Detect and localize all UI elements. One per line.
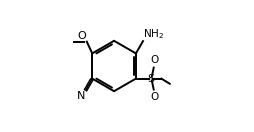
Text: NH$_2$: NH$_2$ <box>144 27 165 41</box>
Text: O: O <box>77 31 86 41</box>
Text: N: N <box>77 91 85 101</box>
Text: S: S <box>147 74 154 84</box>
Text: O: O <box>150 92 158 102</box>
Text: O: O <box>150 55 158 65</box>
